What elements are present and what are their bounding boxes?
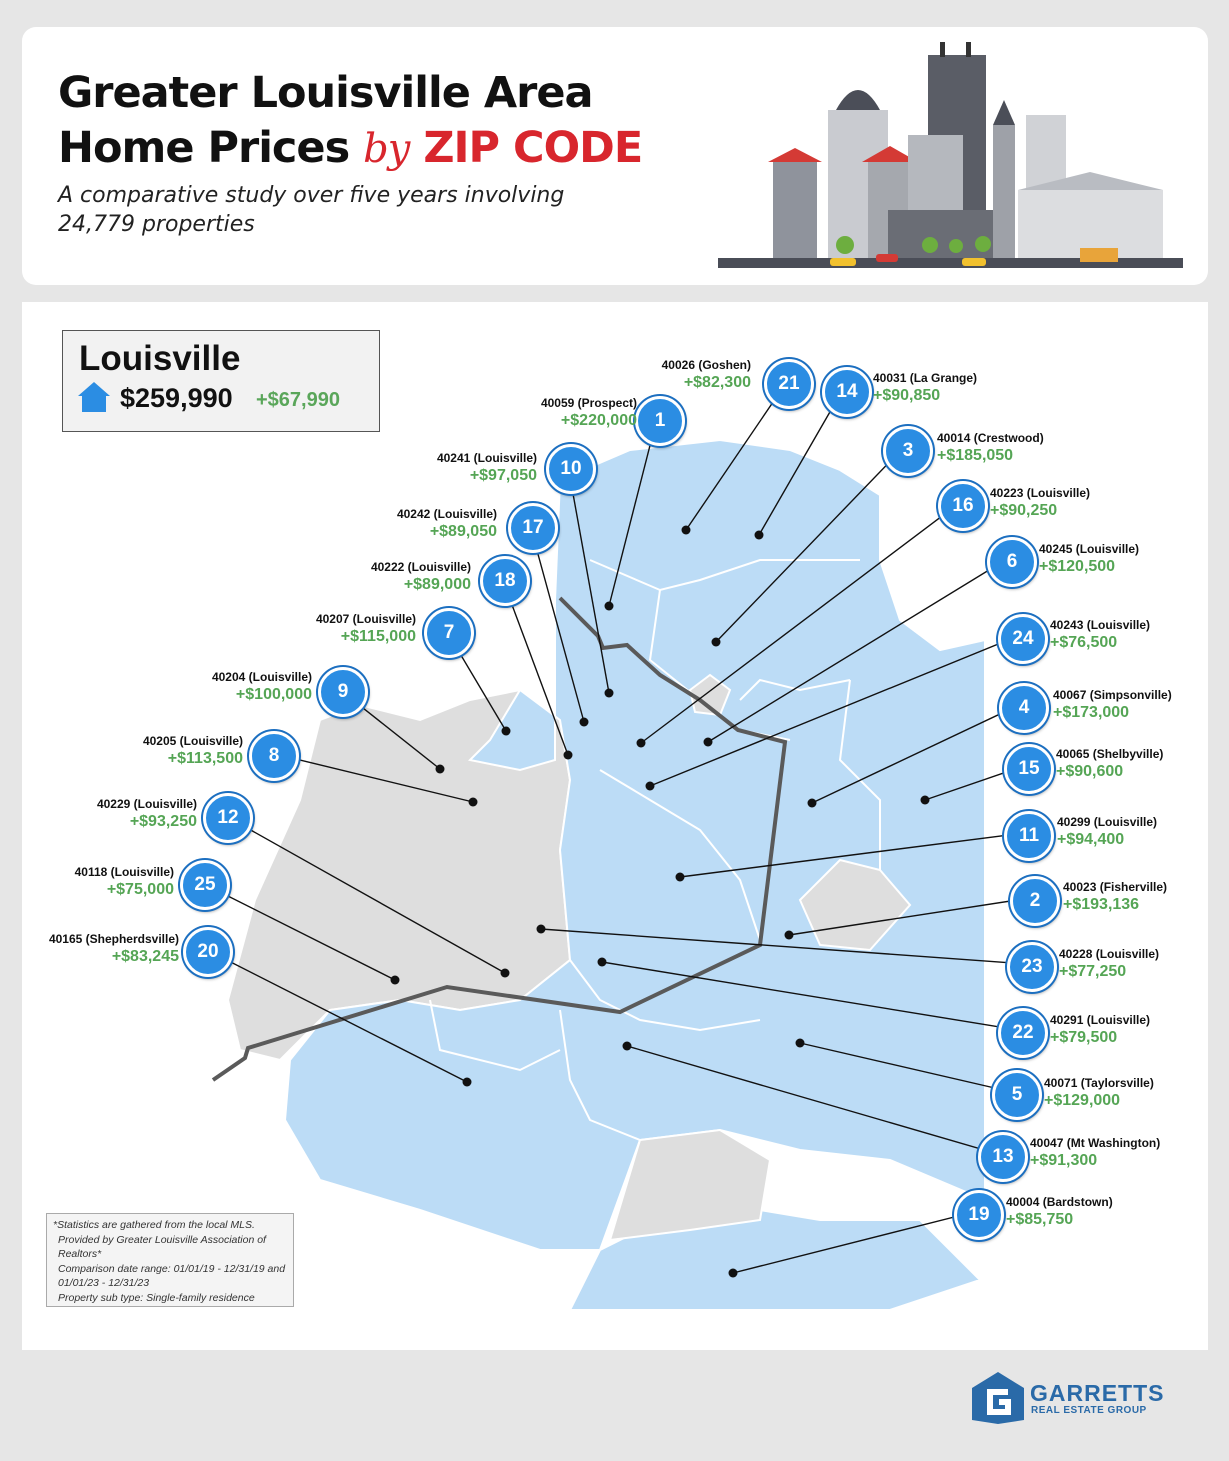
zip-label-4: 40067 (Simpsonville) +$173,000: [1053, 688, 1172, 721]
zip-badge-16[interactable]: 16: [938, 481, 988, 531]
legend-city: Louisville: [79, 339, 241, 378]
zip-badge-25[interactable]: 25: [180, 860, 230, 910]
note-line-5: Property sub type: Single-family residen…: [58, 1291, 255, 1304]
title-line1: Greater Louisville Area: [58, 68, 594, 118]
zip-label-18: 40222 (Louisville) +$89,000: [370, 560, 471, 593]
zip-badge-20[interactable]: 20: [183, 927, 233, 977]
note-line-3: Comparison date range: 01/01/19 - 12/31/…: [58, 1262, 286, 1275]
legend-price: $259,990: [120, 383, 233, 413]
zip-label-3: 40014 (Crestwood) +$185,050: [937, 431, 1044, 464]
zip-label-21: 40026 (Goshen) +$82,300: [661, 358, 751, 391]
zip-badge-23[interactable]: 23: [1007, 942, 1057, 992]
garretts-logo-icon: [972, 1372, 1024, 1424]
zip-label-1: 40059 (Prospect) +$220,000: [540, 396, 637, 429]
zip-badge-9[interactable]: 9: [318, 667, 368, 717]
zip-label-19: 40004 (Bardstown) +$85,750: [1006, 1195, 1113, 1228]
region-gray-north: [688, 673, 732, 717]
zip-label-9: 40204 (Louisville) +$100,000: [211, 670, 312, 703]
region-gray-south: [608, 1128, 772, 1242]
zip-label-5: 40071 (Taylorsville) +$129,000: [1044, 1076, 1154, 1109]
zip-badge-4[interactable]: 4: [999, 683, 1049, 733]
zip-badge-22[interactable]: 22: [998, 1008, 1048, 1058]
zip-badge-19[interactable]: 19: [954, 1190, 1004, 1240]
zip-badge-15[interactable]: 15: [1004, 744, 1054, 794]
note-line-2: Provided by Greater Louisville Associati…: [58, 1233, 266, 1261]
logo-subtitle: REAL ESTATE GROUP: [1031, 1405, 1147, 1416]
zip-badge-24[interactable]: 24: [998, 614, 1048, 664]
zip-label-2: 40023 (Fisherville) +$193,136: [1063, 880, 1168, 913]
zip-badge-10[interactable]: 10: [546, 444, 596, 494]
house-icon: [78, 382, 110, 412]
title-by: by: [363, 126, 410, 172]
zip-label-15: 40065 (Shelbyville) +$90,600: [1056, 747, 1164, 780]
zip-badge-21[interactable]: 21: [764, 359, 814, 409]
zip-label-22: 40291 (Louisville) +$79,500: [1050, 1013, 1151, 1046]
note-line-1: *Statistics are gathered from the local …: [53, 1219, 255, 1231]
zip-badge-5[interactable]: 5: [992, 1070, 1042, 1120]
zip-badge-18[interactable]: 18: [480, 556, 530, 606]
title-line2: Home Prices: [58, 123, 350, 173]
zip-badge-1[interactable]: 1: [635, 396, 685, 446]
logo-name: GARRETTS: [1030, 1380, 1165, 1406]
zip-label-13: 40047 (Mt Washington) +$91,300: [1030, 1136, 1161, 1169]
zip-badge-8[interactable]: 8: [249, 731, 299, 781]
zip-label-23: 40228 (Louisville) +$77,250: [1059, 947, 1160, 980]
page-title: Greater Louisville Area Home Prices by Z…: [58, 66, 643, 177]
zip-label-6: 40245 (Louisville) +$120,500: [1039, 542, 1140, 575]
zip-label-10: 40241 (Louisville) +$97,050: [436, 451, 537, 484]
zip-label-14: 40031 (La Grange) +$90,850: [873, 371, 978, 404]
zip-badge-6[interactable]: 6: [987, 537, 1037, 587]
zip-badge-2[interactable]: 2: [1010, 876, 1060, 926]
zip-label-20: 40165 (Shepherdsville) +$83,245: [48, 932, 179, 965]
legend-change: +$67,990: [256, 389, 340, 411]
data-source-note: *Statistics are gathered from the local …: [46, 1213, 294, 1307]
zip-badge-11[interactable]: 11: [1004, 811, 1054, 861]
page-subtitle: A comparative study over five years invo…: [58, 183, 565, 237]
zip-label-17: 40242 (Louisville) +$89,050: [396, 507, 497, 540]
zip-badge-17[interactable]: 17: [508, 503, 558, 553]
zip-badge-12[interactable]: 12: [203, 793, 253, 843]
zip-label-12: 40229 (Louisville) +$93,250: [96, 797, 197, 830]
zip-badge-3[interactable]: 3: [883, 426, 933, 476]
zip-label-7: 40207 (Louisville) +$115,000: [315, 612, 416, 645]
city-skyline-illustration: [718, 42, 1183, 268]
region-metro: [283, 438, 986, 1311]
zip-label-11: 40299 (Louisville) +$94,400: [1057, 815, 1158, 848]
title-zip-code: ZIP CODE: [423, 123, 643, 173]
region-gray-east: [798, 858, 912, 952]
note-line-4: 01/01/23 - 12/31/23: [58, 1277, 150, 1289]
zip-label-24: 40243 (Louisville) +$76,500: [1050, 618, 1151, 651]
zip-badge-13[interactable]: 13: [978, 1132, 1028, 1182]
zip-badge-14[interactable]: 14: [822, 367, 872, 417]
zip-label-16: 40223 (Louisville) +$90,250: [990, 486, 1091, 519]
zip-label-8: 40205 (Louisville) +$113,500: [142, 734, 243, 767]
zip-badge-7[interactable]: 7: [424, 608, 474, 658]
zip-label-25: 40118 (Louisville) +$75,000: [74, 865, 174, 898]
county-boundary-line: [211, 596, 788, 1082]
louisville-summary-box: Louisville $259,990 +$67,990: [62, 330, 380, 432]
